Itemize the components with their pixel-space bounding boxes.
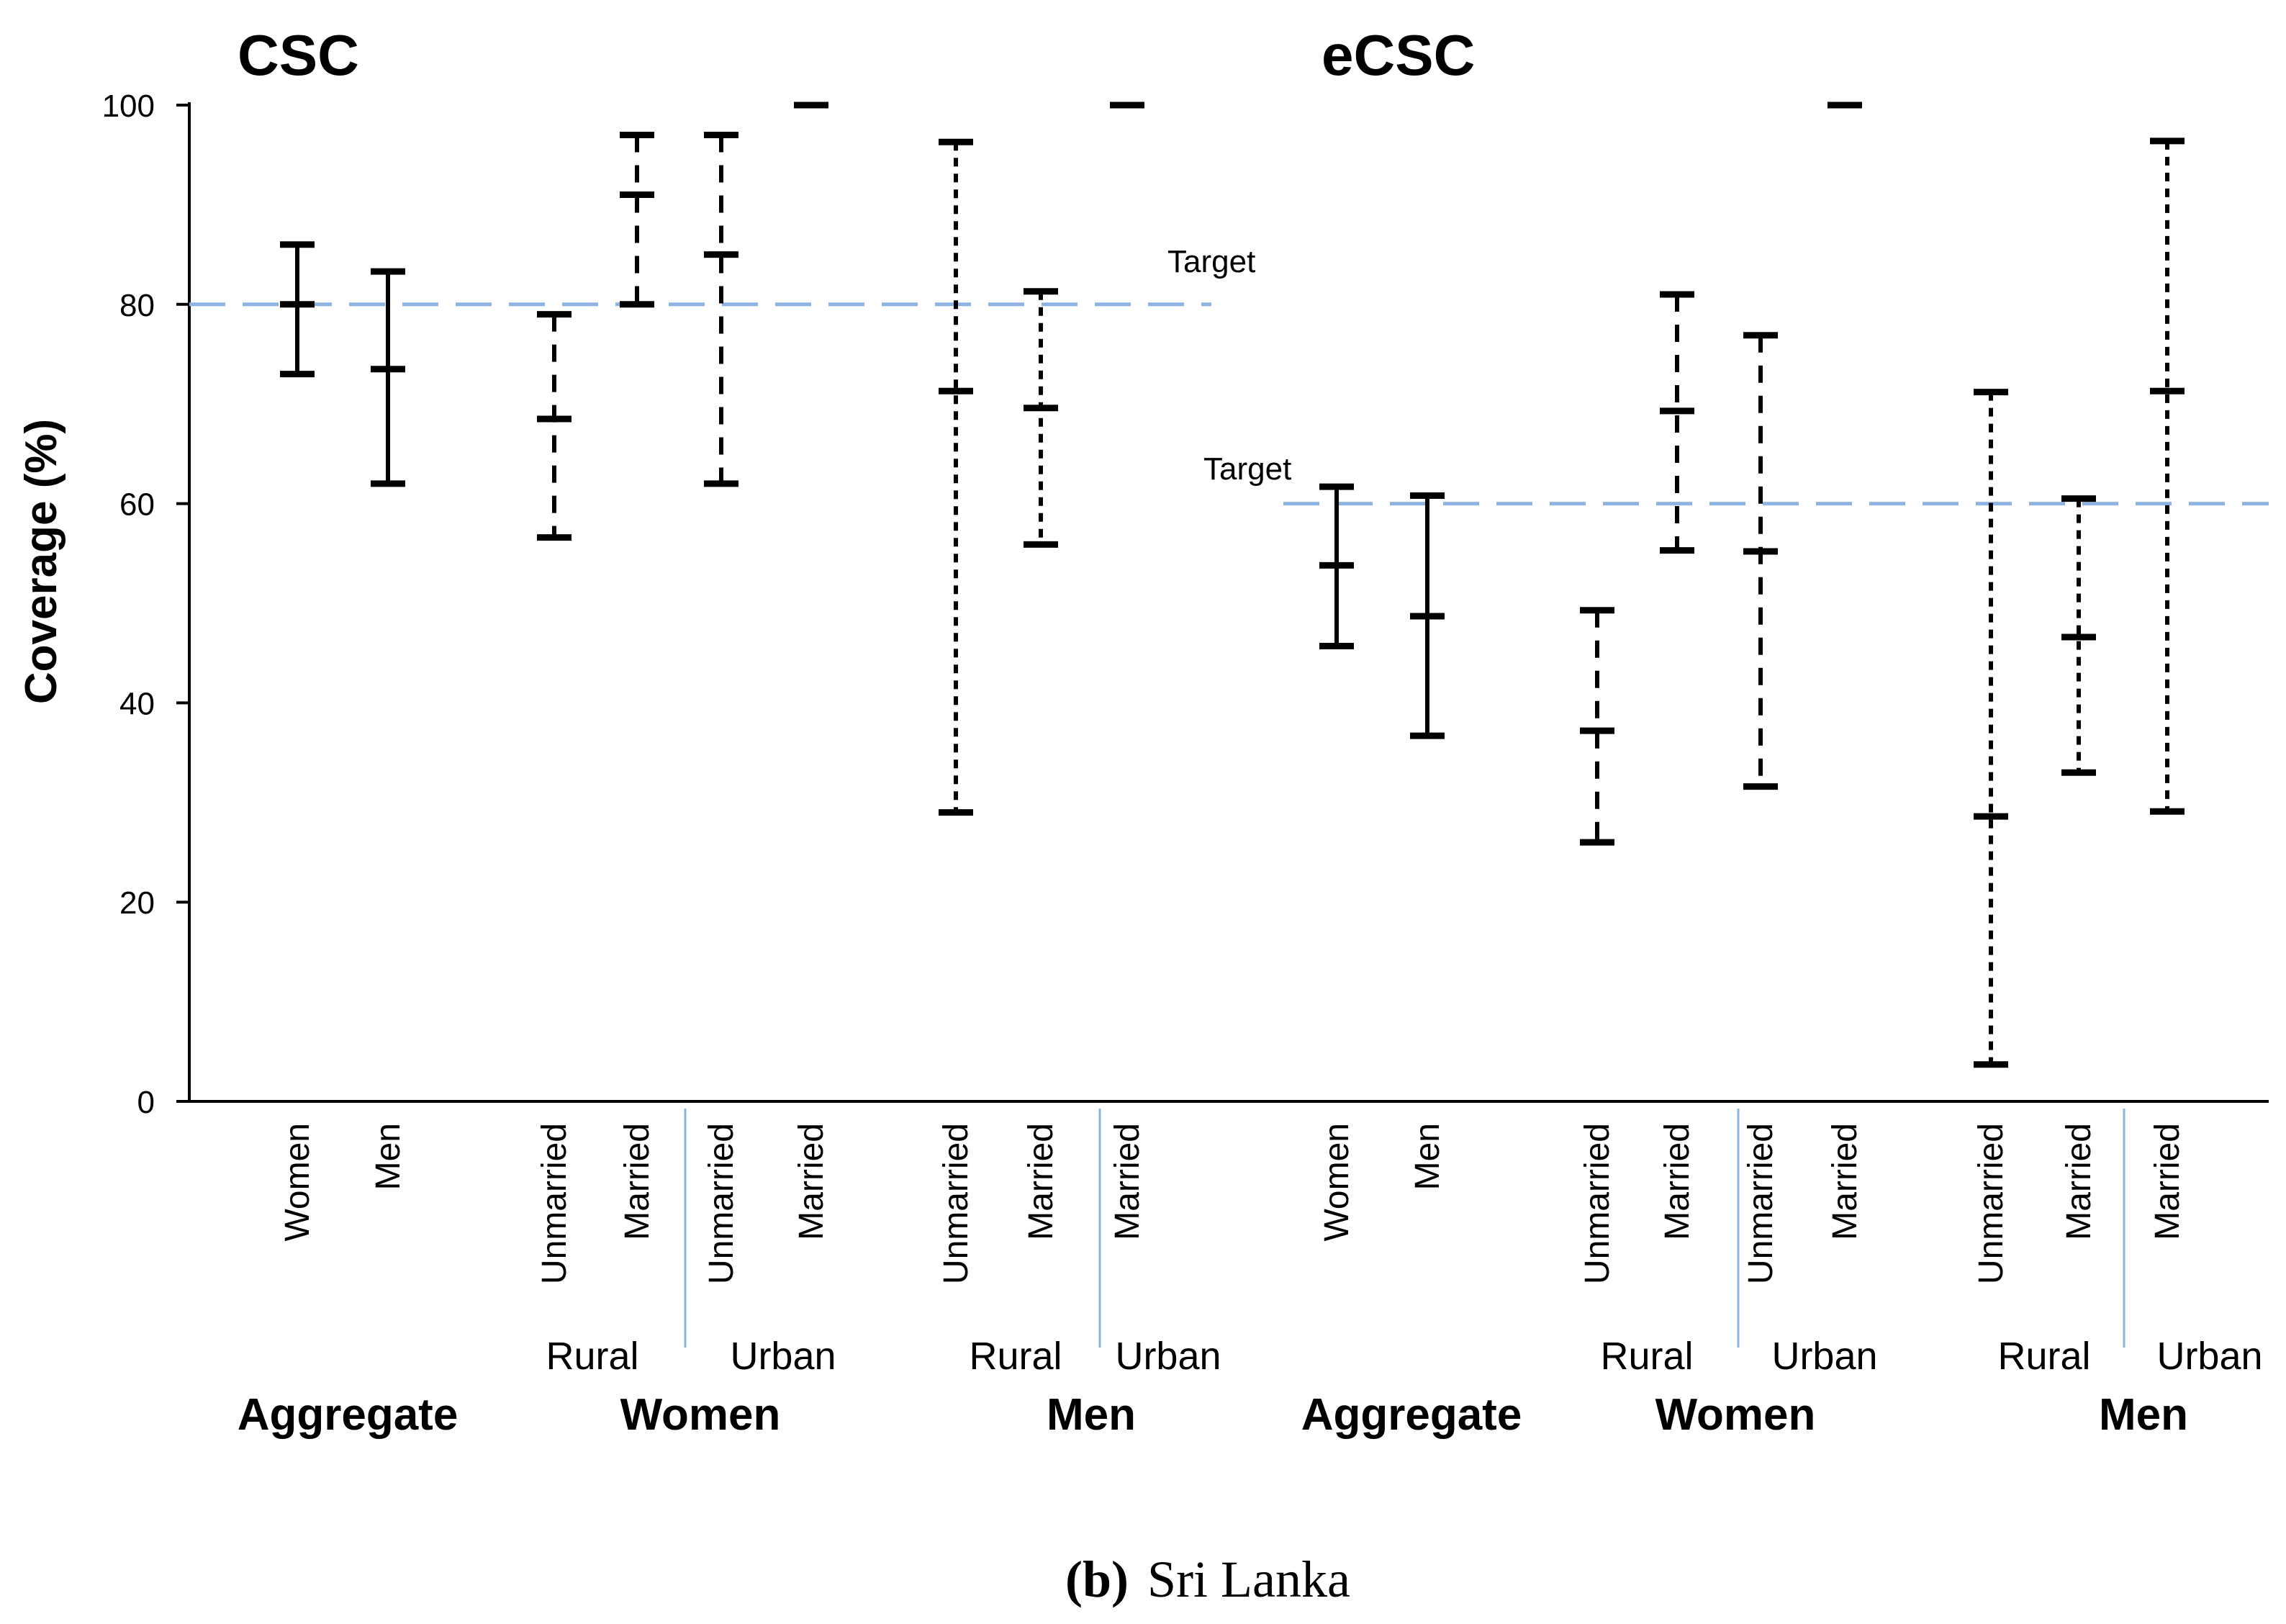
error-bar [1660, 291, 1694, 554]
y-tick-label: 100 [102, 89, 155, 124]
area-label: Rural [969, 1335, 1062, 1378]
target-label: Target [1167, 244, 1255, 279]
category-label: Unmarried [1972, 1123, 2010, 1284]
group-label: Men [1047, 1390, 1136, 1440]
error-bar [1974, 389, 2008, 1068]
group-label: Women [1655, 1390, 1816, 1440]
category-label: Unmarried [937, 1123, 975, 1284]
area-label: Rural [1997, 1335, 2090, 1378]
area-label: Rural [1600, 1335, 1693, 1378]
error-bar [1319, 483, 1354, 650]
y-tick-label: 80 [119, 288, 155, 323]
category-label: Married [1658, 1123, 1697, 1240]
error-bar [704, 132, 738, 487]
error-bar [537, 311, 572, 541]
category-label: Married [1108, 1123, 1147, 1240]
error-bar [280, 241, 315, 378]
category-label: Men [1409, 1123, 1447, 1190]
panel-title: eCSC [1322, 23, 1475, 87]
category-label: Married [1826, 1123, 1864, 1240]
labels: CSC Target Women Men Unmarried Married Unmarri… [238, 23, 2263, 1608]
error-bar [1410, 492, 1445, 739]
y-tick-label: 40 [119, 686, 155, 721]
group-label: Aggregate [238, 1390, 458, 1440]
group-label: Men [2099, 1390, 2188, 1440]
caption-text: Sri Lanka [1147, 1551, 1350, 1608]
panel-title: CSC [238, 23, 359, 87]
category-label: Unmarried [702, 1123, 741, 1284]
error-bar [620, 132, 654, 308]
category-label: Men [369, 1123, 407, 1190]
figure-caption: (b) Sri Lanka [1065, 1551, 1350, 1608]
error-bar [939, 138, 973, 816]
y-tick-label: 60 [119, 487, 155, 523]
area-label: Urban [1771, 1335, 1877, 1378]
category-label: Married [792, 1123, 831, 1240]
category-label: Married [1022, 1123, 1060, 1240]
area-label: Urban [730, 1335, 836, 1378]
group-label: Women [620, 1390, 781, 1440]
group-label: Aggregate [1301, 1390, 1522, 1440]
y-tick-label: 20 [119, 885, 155, 921]
y-tick-label: 0 [137, 1085, 155, 1120]
category-label: Unmarried [536, 1123, 574, 1284]
axes: 0 20 40 60 80 100 Coverage (%) [17, 89, 2269, 1348]
error-bar [1743, 332, 1778, 790]
error-bar [1580, 607, 1614, 846]
category-label: Married [2149, 1123, 2187, 1240]
error-bar [1024, 288, 1058, 548]
area-label: Urban [1115, 1335, 1221, 1378]
category-label: Women [279, 1123, 317, 1242]
category-label: Married [2060, 1123, 2098, 1240]
area-label: Urban [2156, 1335, 2262, 1378]
caption-label: (b) [1065, 1551, 1129, 1608]
area-label: Rural [546, 1335, 638, 1378]
error-bars [280, 102, 2185, 1068]
target-label: Target [1203, 451, 1291, 487]
error-bar [2061, 495, 2096, 776]
target-lines [189, 302, 2269, 506]
category-label: Women [1318, 1123, 1356, 1242]
category-label: Unmarried [1742, 1123, 1780, 1284]
y-axis-title: Coverage (%) [17, 419, 66, 704]
category-label: Married [618, 1123, 656, 1240]
category-label: Unmarried [1578, 1123, 1617, 1284]
error-bar [2150, 137, 2185, 815]
error-bar [371, 268, 405, 487]
